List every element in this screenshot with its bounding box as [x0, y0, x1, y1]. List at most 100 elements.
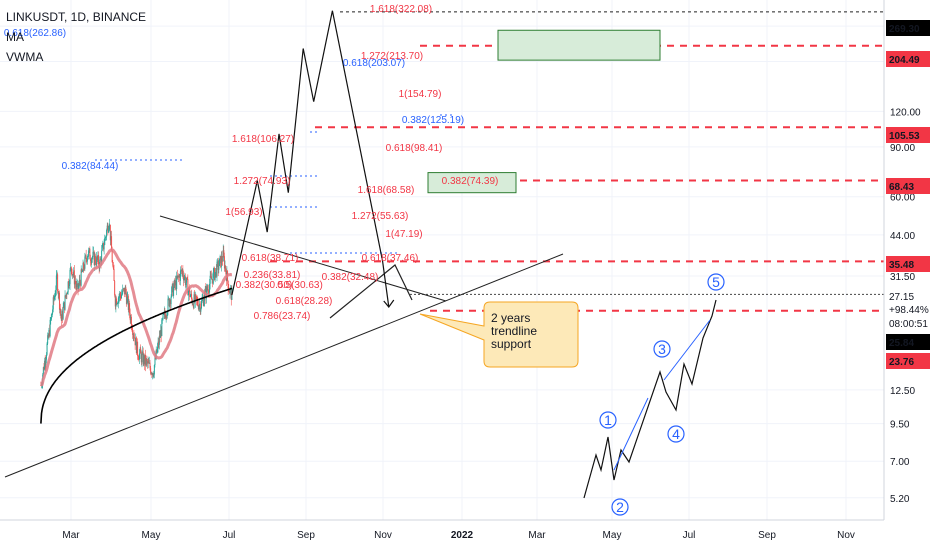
candle-body: [102, 242, 104, 247]
candle-body: [171, 283, 173, 288]
candle-body: [125, 293, 127, 305]
wave-label-1: 1: [599, 411, 617, 429]
fib-label: 0.382(32.48): [322, 272, 379, 283]
candle-body: [170, 296, 172, 305]
price-tick-label: 60.00: [890, 193, 915, 204]
price-tag-bg: [886, 20, 930, 36]
candle-body: [133, 334, 135, 338]
candle-body: [143, 355, 145, 365]
indicator-ma[interactable]: MA: [6, 30, 24, 44]
price-tag-bg: [886, 178, 930, 194]
price-tick-label: 7.00: [890, 457, 910, 468]
price-tag: 105.53: [886, 127, 930, 143]
candle-body: [222, 260, 224, 262]
candle-body: [151, 373, 153, 376]
candle-body: [102, 242, 104, 250]
candle-body: [189, 295, 191, 297]
candle-body: [215, 268, 217, 277]
candle-body: [169, 299, 171, 307]
candle-body: [203, 300, 205, 306]
callout-text: support: [491, 337, 532, 351]
candle-body: [195, 294, 197, 296]
price-tag: 269.30: [886, 20, 930, 36]
candle-body: [223, 256, 225, 269]
candle-body: [91, 257, 93, 259]
candle-body: [109, 224, 111, 226]
indicator-vwma[interactable]: VWMA: [6, 50, 43, 64]
candle-body: [72, 274, 74, 276]
target-boxes: [427, 29, 661, 194]
candle-body: [174, 280, 176, 286]
candle-body: [125, 287, 127, 294]
candle-body: [140, 348, 142, 354]
candle-body: [228, 289, 230, 291]
candle-body: [73, 270, 75, 285]
wave-circle: [707, 273, 725, 291]
candle-body: [112, 262, 114, 266]
wave-label-3: 3: [653, 340, 671, 358]
candle-body: [196, 295, 198, 300]
time-tick-label: 2022: [451, 530, 474, 541]
price-tag: 23.76: [886, 353, 930, 369]
candle-body: [60, 309, 62, 315]
candle-body: [158, 335, 160, 345]
candle-body: [192, 303, 194, 305]
candle-body: [70, 266, 72, 269]
candle-body: [89, 259, 91, 262]
fib-label: 0.786(23.74): [254, 311, 311, 322]
price-tag-text: 68.43: [889, 182, 914, 193]
candle-body: [56, 274, 58, 276]
candle-body: [134, 338, 136, 346]
fib-label: 1(56.93): [225, 207, 262, 218]
wave-subline: [663, 319, 711, 381]
symbol-line: LINKUSDT, 1D, BINANCE: [6, 10, 146, 24]
candle-body: [204, 288, 206, 293]
candle-body: [48, 330, 50, 338]
time-axis: Mar May Jul Sep Nov 2022 Mar May Jul Sep Nov: [0, 519, 932, 550]
candle-body: [179, 271, 181, 281]
wave-number: 5: [712, 274, 720, 290]
time-tick-label: Nov: [837, 530, 855, 541]
candle-body: [114, 295, 116, 307]
candle-body: [93, 251, 95, 253]
fib-label: 0.382(125.19): [402, 115, 464, 126]
candle-body: [54, 295, 56, 300]
fib-label: 1(154.79): [399, 89, 442, 100]
candle-body: [86, 256, 88, 262]
candle-body: [131, 327, 133, 331]
candle-body: [220, 256, 222, 268]
candle-body: [71, 274, 73, 276]
candle-body: [218, 258, 220, 266]
candle-body: [190, 293, 192, 296]
candle-body: [154, 357, 156, 365]
trendlines: [4, 215, 564, 478]
candle-body: [161, 319, 163, 321]
price-tag-text: 269.30: [889, 24, 920, 35]
price-tag: 204.49: [886, 51, 930, 67]
candle-body: [184, 276, 186, 286]
candle-body: [71, 268, 73, 276]
candle-body: [116, 303, 118, 305]
candle-body: [44, 360, 46, 370]
candle-body: [62, 307, 64, 319]
candle-body: [93, 251, 95, 265]
candle-body: [199, 303, 201, 306]
candle-body: [136, 341, 138, 354]
fib-label: 1.618(68.58): [358, 185, 415, 196]
candle-body: [63, 302, 65, 308]
fib-labels: 1.618(322.08)0.618(262.86)1.272(213.70)0…: [4, 4, 499, 322]
time-tick-label: May: [142, 530, 161, 541]
candle-body: [94, 255, 96, 263]
price-tag-bg: [886, 334, 930, 350]
candle-body: [99, 258, 101, 260]
candle-body: [229, 289, 231, 294]
candle-body: [80, 281, 82, 286]
wedge-lines: [329, 264, 413, 319]
candle-body: [65, 295, 67, 297]
candle-body: [156, 347, 158, 353]
candle-body: [168, 298, 170, 307]
candle-body: [98, 254, 100, 265]
candle-body: [110, 236, 112, 241]
candle-body: [183, 275, 185, 281]
